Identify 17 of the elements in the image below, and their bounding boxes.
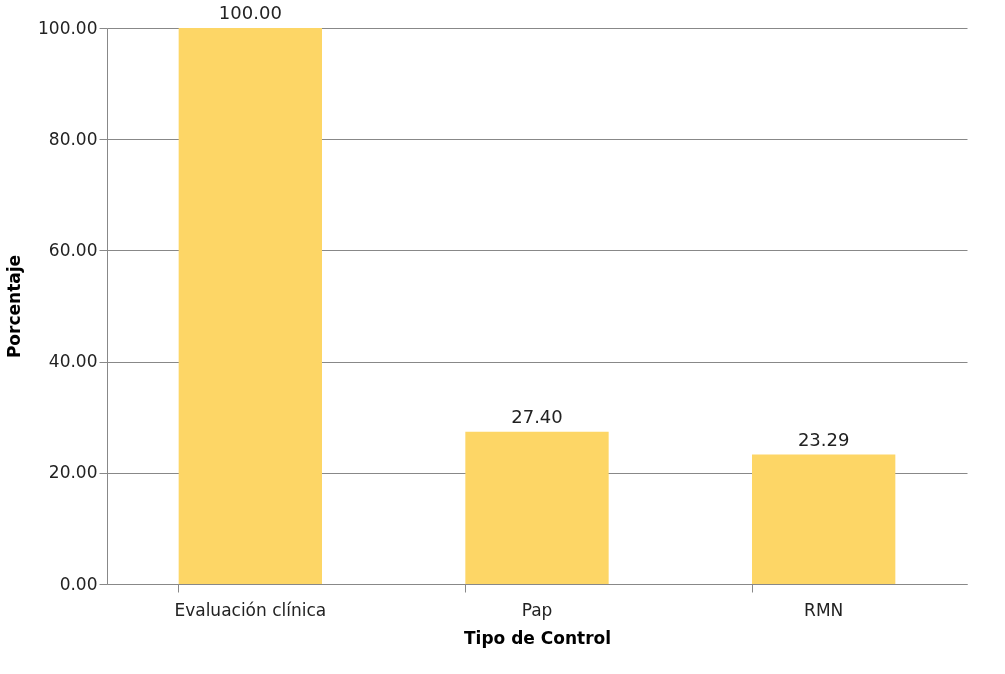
data-label: 100.00 [218, 2, 282, 23]
y-tick-label: 20.00 [48, 462, 98, 483]
y-axis-title: Porcentaje [4, 254, 25, 359]
bar [752, 454, 896, 584]
x-axis-title: Tipo de Control [463, 627, 612, 648]
x-tick-label: Evaluación clínica [174, 599, 327, 620]
y-tick-label: 100.00 [38, 17, 98, 38]
y-tick-label: 40.00 [48, 351, 98, 372]
y-tick-label: 80.00 [48, 128, 98, 149]
x-tick-label: RMN [804, 599, 844, 620]
bar [178, 28, 322, 584]
x-tick-label: Pap [521, 599, 553, 620]
y-tick-label: 60.00 [48, 239, 98, 260]
data-label: 23.29 [797, 428, 850, 450]
bar [465, 431, 609, 584]
y-tick-label: 0.00 [59, 573, 98, 594]
data-label: 27.40 [511, 405, 563, 427]
